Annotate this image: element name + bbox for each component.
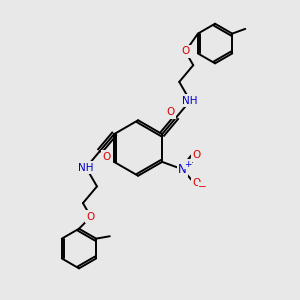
Text: O: O [87,212,95,222]
Text: O: O [193,178,201,188]
Text: O: O [181,46,190,56]
Text: N: N [178,163,187,176]
Text: +: + [184,160,191,169]
Text: O: O [103,152,111,162]
Text: −: − [198,182,207,192]
Text: O: O [166,107,174,117]
Text: NH: NH [182,96,198,106]
Text: NH: NH [78,163,94,172]
Text: O: O [193,150,201,160]
